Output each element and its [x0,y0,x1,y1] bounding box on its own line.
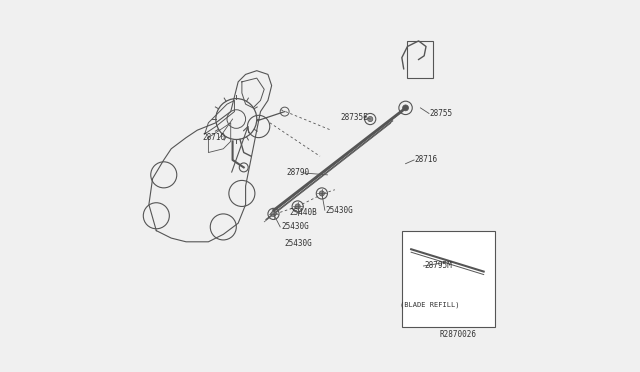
Text: 25440B: 25440B [289,208,317,217]
Bar [408,41,433,78]
Text: 28716: 28716 [415,155,438,164]
Text: (BLADE REFILL): (BLADE REFILL) [400,302,460,308]
Text: 28735E: 28735E [340,113,368,122]
Text: 25430G: 25430G [326,206,353,215]
Text: 25430G: 25430G [285,239,312,248]
Text: 25430G: 25430G [281,222,308,231]
Bar [402,231,495,327]
Circle shape [403,105,408,111]
Circle shape [367,116,373,122]
Text: 28710: 28710 [203,133,226,142]
Text: R2870026: R2870026 [439,330,476,339]
Circle shape [319,191,324,196]
Text: 28790: 28790 [287,169,310,177]
Text: 28755: 28755 [429,109,453,118]
Circle shape [295,204,300,209]
Text: 28795M: 28795M [424,262,452,270]
Circle shape [271,211,276,217]
